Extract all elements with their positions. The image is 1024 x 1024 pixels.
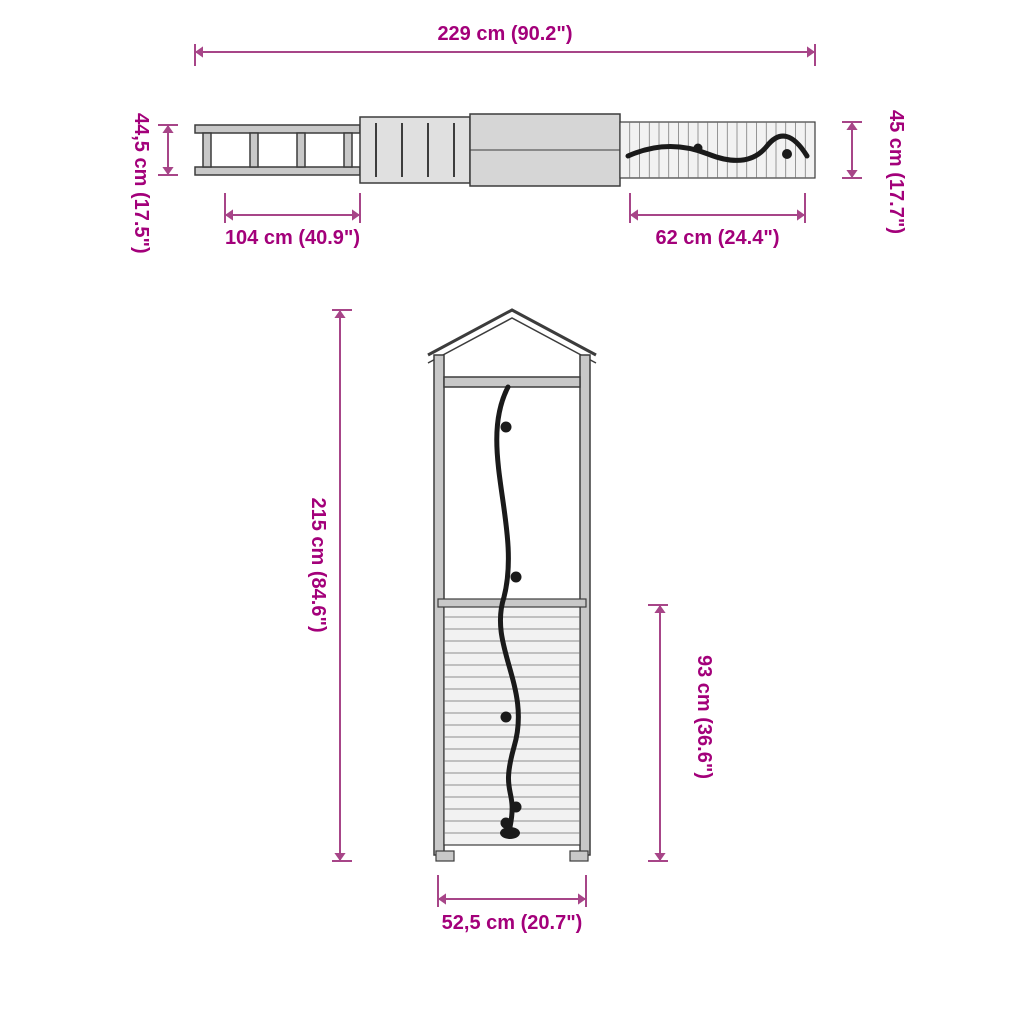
dim-top-slats-width: 62 cm (24.4"): [656, 227, 780, 249]
dim-top-total-width: 229 cm (90.2"): [437, 23, 572, 45]
dim-front-total-height: 215 cm (84.6"): [307, 498, 329, 633]
dim-top-left-height: 44,5 cm (17.5"): [130, 113, 152, 254]
dim-front-width: 52,5 cm (20.7"): [442, 912, 583, 934]
dim-top-ladder-width: 104 cm (40.9"): [225, 227, 360, 249]
dim-top-right-height: 45 cm (17.7"): [885, 110, 907, 234]
top-view: 229 cm (90.2") 44,5 cm (17.5") 45 cm (17.7…: [130, 23, 907, 254]
dim-front-slats-height: 93 cm (36.6"): [693, 655, 715, 779]
front-view: 215 cm (84.6") 93 cm (36.6") 52,5 cm (20.7…: [307, 310, 715, 934]
